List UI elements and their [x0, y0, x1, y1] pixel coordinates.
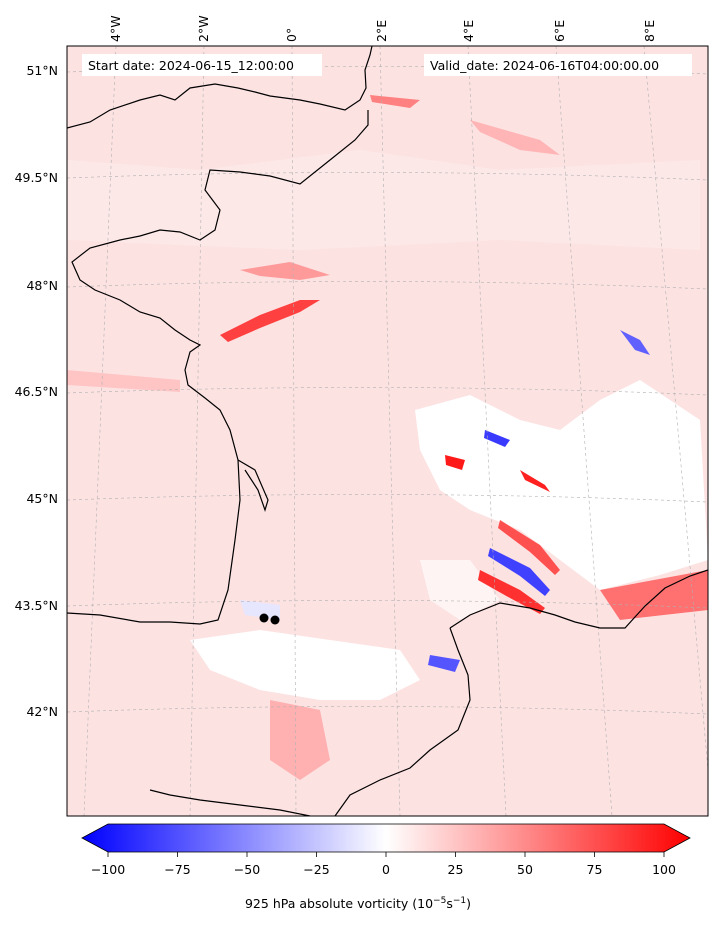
colorbar-bar	[81, 823, 691, 853]
colorbar: −100 −75 −50 −25 0 25 50 75 100	[81, 823, 691, 877]
lon-label: 2°W	[196, 15, 211, 42]
lat-label: 46.5°N	[15, 384, 58, 399]
vorticity-field	[67, 46, 708, 816]
start-date-box	[82, 54, 322, 76]
lon-label: 4°E	[461, 20, 476, 42]
caption-main: 925 hPa absolute vorticity (10	[244, 896, 434, 912]
lat-label: 51°N	[26, 63, 58, 78]
colorbar-tick-label: 75	[587, 862, 603, 877]
lon-label: 8°E	[642, 20, 657, 42]
lon-label: 4°W	[108, 15, 123, 42]
lat-label: 49.5°N	[15, 170, 58, 185]
colorbar-tick-label: −100	[91, 862, 125, 877]
colorbar-tick-label: 50	[517, 862, 533, 877]
colorbar-tick-label: −75	[164, 862, 190, 877]
lon-label: 6°E	[552, 20, 567, 42]
lat-label: 42°N	[26, 704, 58, 719]
colorbar-ticks	[107, 852, 665, 857]
colorbar-caption: 925 hPa absolute vorticity (10−5s−1)	[0, 896, 716, 911]
colorbar-tick-label: −25	[303, 862, 329, 877]
colorbar-tick-label: −50	[234, 862, 260, 877]
map-border	[66, 45, 709, 817]
lat-label: 45°N	[26, 491, 58, 506]
caption-mid: s	[446, 896, 453, 912]
colorbar-tick-label: 0	[382, 862, 390, 877]
lon-label: 0°	[284, 28, 299, 42]
caption-exp1: −5	[433, 896, 447, 906]
caption-exp2: −1	[452, 896, 467, 906]
lon-label: 2°E	[374, 20, 389, 42]
lon-labels: 4°W 2°W 0° 2°E 4°E 6°E 8°E	[108, 15, 657, 42]
station-marker	[270, 615, 280, 625]
colorbar-tick-label: 25	[448, 862, 464, 877]
lat-labels: 51°N 49.5°N 48°N 46.5°N 45°N 43.5°N 42°N	[15, 63, 58, 719]
valid-date-box	[424, 54, 692, 76]
start-date-label: Start date: 2024-06-15_12:00:00	[88, 58, 294, 73]
lat-label: 43.5°N	[15, 598, 58, 613]
coastlines	[67, 46, 708, 816]
station-marker	[259, 613, 269, 623]
colorbar-tick-label: 100	[652, 862, 676, 877]
valid-date-label: Valid_date: 2024-06-16T04:00:00.00	[430, 58, 659, 73]
lat-label: 48°N	[26, 278, 58, 293]
caption-end: )	[466, 896, 471, 912]
